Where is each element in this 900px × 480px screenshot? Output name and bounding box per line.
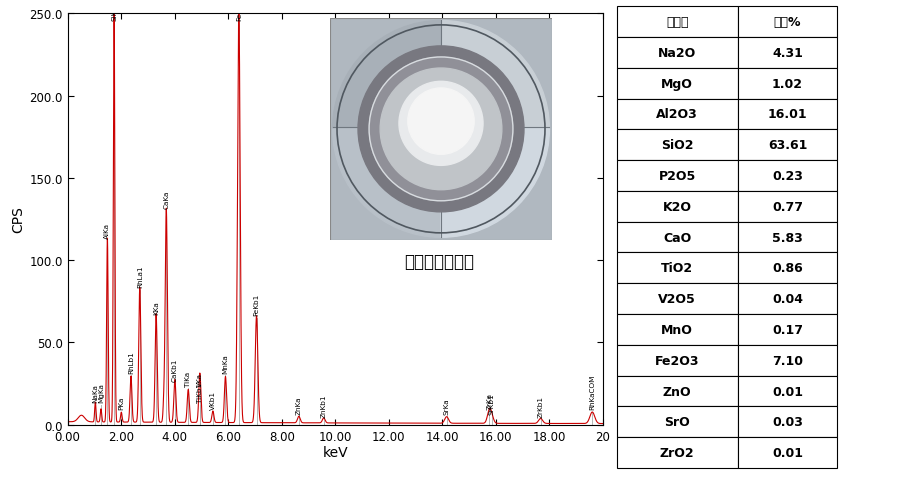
Text: Fe2O3: Fe2O3 [655, 354, 699, 367]
Wedge shape [333, 130, 441, 238]
Text: 0.03: 0.03 [772, 415, 803, 429]
Text: VKb1: VKb1 [210, 390, 216, 409]
Text: FeKa: FeKa [236, 4, 242, 21]
Text: MgKa: MgKa [98, 383, 104, 403]
Text: SrO: SrO [664, 415, 690, 429]
Text: Na2O: Na2O [658, 47, 697, 60]
X-axis label: keV: keV [322, 445, 348, 459]
Wedge shape [441, 22, 549, 130]
Text: 16.01: 16.01 [768, 108, 807, 121]
Text: RhKaCOM: RhKaCOM [590, 374, 595, 409]
Text: 化学式: 化学式 [666, 16, 688, 29]
Text: CaKb1: CaKb1 [172, 358, 178, 381]
Circle shape [380, 69, 502, 191]
Text: 4.31: 4.31 [772, 47, 803, 60]
Text: 0.86: 0.86 [772, 262, 803, 275]
Text: Al2O3: Al2O3 [656, 108, 698, 121]
Text: P2O5: P2O5 [659, 169, 696, 183]
Text: 0.01: 0.01 [772, 384, 803, 398]
Circle shape [369, 58, 513, 202]
Text: SiO2: SiO2 [661, 139, 694, 152]
Text: MgO: MgO [662, 77, 693, 91]
Circle shape [358, 47, 524, 212]
Circle shape [408, 89, 474, 155]
Text: 7.10: 7.10 [772, 354, 803, 367]
Text: ZnKb1: ZnKb1 [320, 394, 327, 418]
Text: ZnO: ZnO [663, 384, 691, 398]
Text: ZrKa: ZrKa [486, 392, 492, 409]
Wedge shape [333, 22, 441, 130]
Text: 0.04: 0.04 [772, 292, 803, 306]
Text: ZrO2: ZrO2 [660, 446, 695, 459]
Text: 0.17: 0.17 [772, 323, 803, 336]
Text: CaKa: CaKa [163, 191, 169, 209]
Text: 0.01: 0.01 [772, 446, 803, 459]
Text: 1.02: 1.02 [772, 77, 803, 91]
Text: 0.23: 0.23 [772, 169, 803, 183]
Wedge shape [441, 130, 549, 238]
Text: 0.77: 0.77 [772, 200, 803, 214]
Text: MnO: MnO [662, 323, 693, 336]
Text: V2O5: V2O5 [659, 292, 696, 306]
Text: NaKa: NaKa [93, 384, 98, 403]
Text: SrKa: SrKa [444, 397, 450, 414]
Y-axis label: CPS: CPS [11, 206, 25, 233]
Text: 岩石の平板試料: 岩石の平板試料 [404, 252, 474, 270]
Circle shape [399, 82, 483, 166]
Text: FeKb1: FeKb1 [254, 293, 259, 316]
Text: MnKa: MnKa [222, 353, 229, 373]
Text: 5.83: 5.83 [772, 231, 803, 244]
Text: 63.61: 63.61 [768, 139, 807, 152]
Text: PKa: PKa [118, 396, 124, 409]
Text: K2O: K2O [662, 200, 692, 214]
Text: ZrKb1: ZrKb1 [537, 396, 544, 418]
Text: AlKa: AlKa [104, 223, 111, 239]
Text: VKa: VKa [197, 372, 203, 386]
Text: TiKa: TiKa [185, 371, 192, 386]
Text: TiO2: TiO2 [662, 262, 693, 275]
Text: TiKb1: TiKb1 [196, 383, 202, 403]
Text: KKa: KKa [153, 300, 159, 314]
Text: 質量%: 質量% [774, 16, 801, 29]
Text: RhLb1: RhLb1 [128, 350, 134, 373]
Text: ZnKa: ZnKa [296, 396, 302, 414]
Text: CaO: CaO [663, 231, 691, 244]
Text: SrKb1: SrKb1 [489, 393, 495, 414]
Text: SiKa: SiKa [111, 5, 117, 21]
Text: RhLa1: RhLa1 [137, 265, 143, 288]
